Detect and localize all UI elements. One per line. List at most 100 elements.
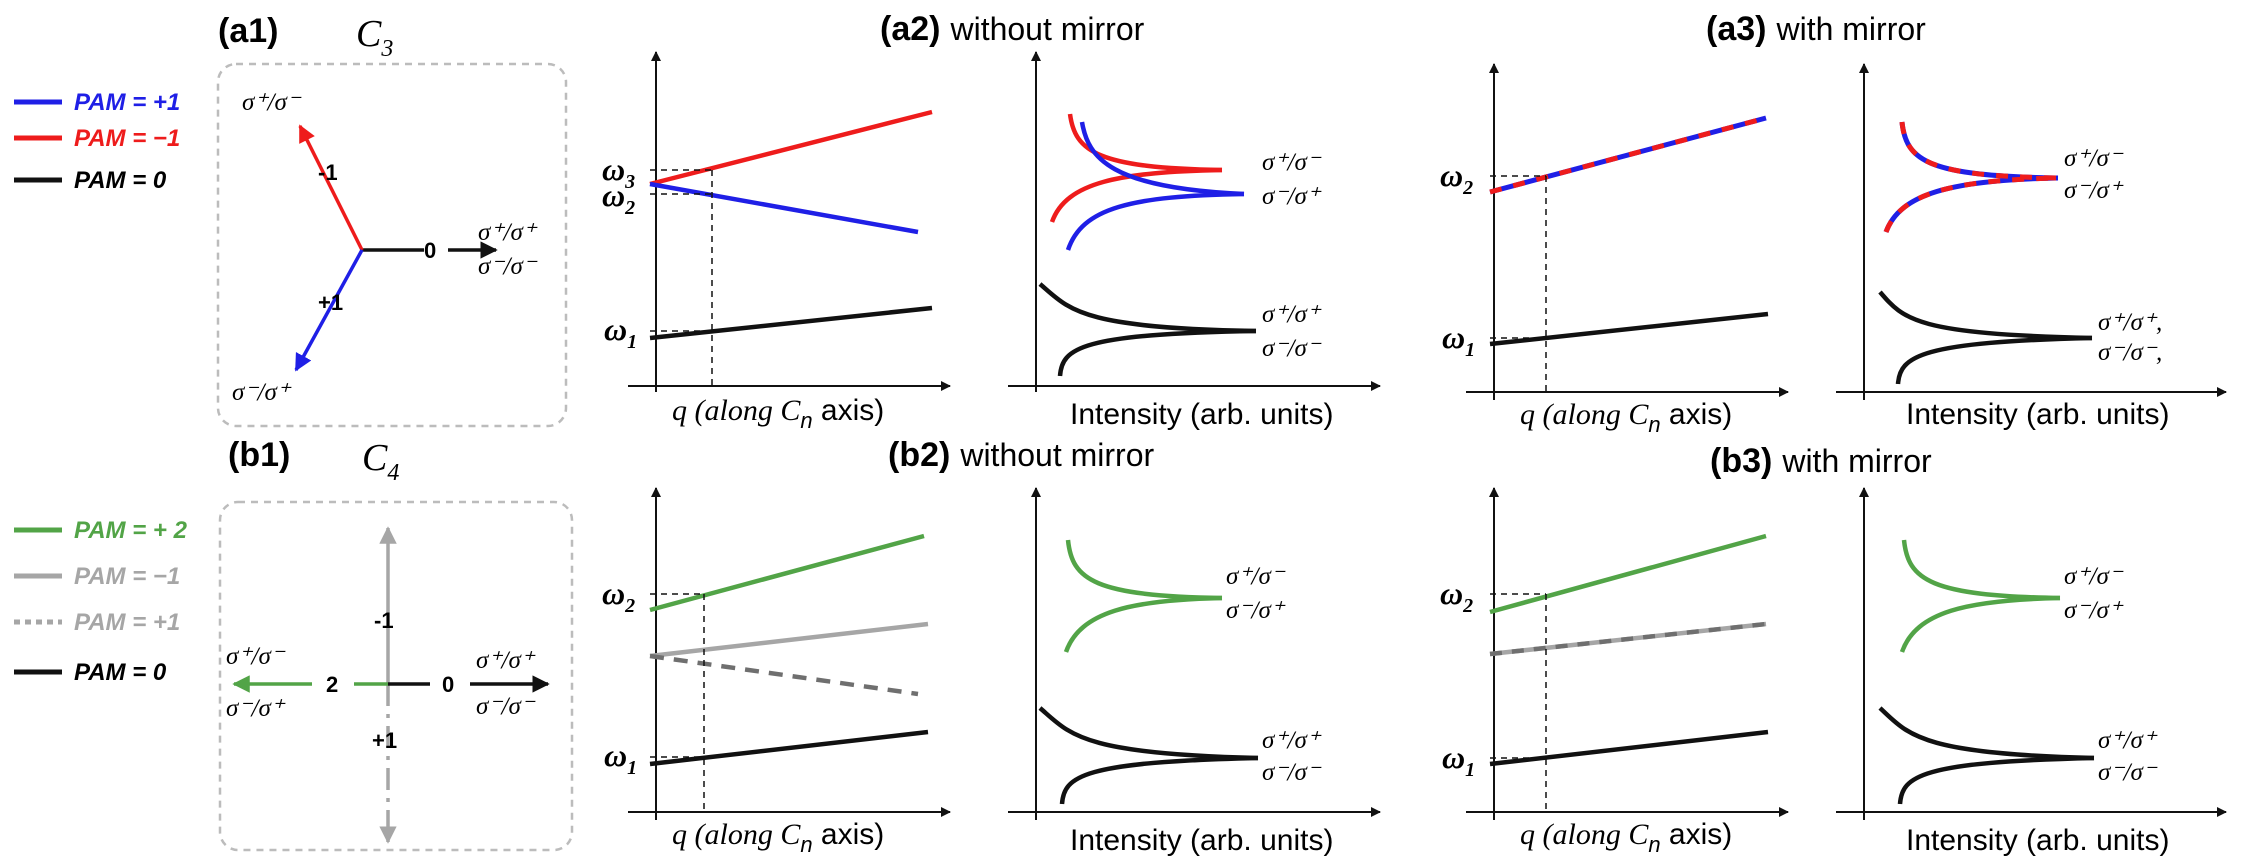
b2-branch-green [649,533,925,613]
b2-omega1-sub: 1 [627,757,637,779]
a3-omega2: ω2 [1440,157,1473,199]
b3-omega1-sym: ω [1442,739,1465,775]
c4-left-pol1: σ⁺/σ⁻ [226,643,286,670]
b3-disp-x-tail: axis) [1661,818,1733,851]
a2-pol-pp: σ⁺/σ⁺ [1262,301,1322,328]
a2-omega1-sub: 1 [627,331,637,353]
a2-pol-pm: σ⁺/σ⁻ [1262,149,1322,176]
panel-b2-heading: (b2) without mirror [888,436,1154,474]
b3-spec-x-label: Intensity (arb. units) [1906,824,2169,856]
c3-box [216,62,568,428]
b2-spec-x-label: Intensity (arb. units) [1070,824,1333,856]
panel-b2-title: without mirror [959,437,1154,473]
panel-a1-label: (a1) [218,12,278,50]
c4-label-minus1: -1 [374,608,394,633]
a2-omega2-sub: 2 [624,197,635,219]
a3-omega1-sym: ω [1442,319,1465,355]
b2-pol-mm: σ⁻/σ⁻ [1262,759,1322,786]
c3-symbol-sub: 3 [380,36,393,62]
c4-right-pol2: σ⁻/σ⁻ [476,693,536,720]
panel-b2-label: (b2) [888,436,950,474]
panel-b3-label: (b3) [1710,442,1772,480]
a2-omega1-sym: ω [604,311,627,347]
b2-pol-mp: σ⁻/σ⁺ [1226,597,1286,624]
c3-bottom-pol: σ⁻/σ⁺ [232,379,292,406]
panel-a2-title: without mirror [949,11,1144,47]
b2-branch-gray-dashed [649,653,919,697]
a2-disp-x-tail: axis) [813,394,885,427]
b3-peak-black-upper [1878,706,2095,761]
panel-b1: (b1) C4 -1 +1 0 2 σ⁺/σ⁻ σ⁻/σ⁺ σ⁺/σ⁺ σ⁻/σ… [218,436,574,852]
a2-pol-mp: σ⁻/σ⁺ [1262,183,1322,210]
b3-branch-black [1489,729,1769,767]
a2-branch-black [649,305,933,341]
c4-left-pol2: σ⁻/σ⁺ [226,695,286,722]
a2-omega2: ω2 [602,177,635,219]
b3-branch-gray-dashed [1489,621,1767,657]
b2-peak-black-upper [1038,706,1259,761]
b3-omega2-sub: 2 [1462,595,1473,617]
a3-peak-black-lower [1895,335,2093,385]
b3-pol-pm: σ⁺/σ⁻ [2064,563,2124,590]
b2-branch-black [649,729,929,767]
b2-disp-x-q: q (along C [672,818,801,851]
a3-pol-mp: σ⁻/σ⁺ [2064,177,2124,204]
a2-omega2-sym: ω [602,177,625,213]
a3-omega1-sub: 1 [1465,339,1475,361]
legend-b-text-2: PAM = −1 [74,563,180,590]
b2-pol-pm: σ⁺/σ⁻ [1226,563,1286,590]
a2-peak-blue-lower [1065,191,1245,251]
b2-disp-x-tail: axis) [813,818,885,851]
a2-peak-blue-upper [1079,121,1245,197]
panel-b3-title: with mirror [1781,443,1932,479]
legend-a-text-2: PAM = −1 [74,125,180,152]
a3-pol-pm: σ⁺/σ⁻ [2064,145,2124,172]
b2-branch-gray-solid [649,621,929,659]
a3-spec-x-label: Intensity (arb. units) [1906,398,2169,431]
b2-omega1-sym: ω [604,737,627,773]
c3-label-zero: 0 [424,238,436,263]
a3-peak-blue-upper [1899,121,2059,181]
a2-branch-red [649,109,933,187]
b2-peak-green-lower [1063,595,1223,653]
a3-pol-mm: σ⁻/σ⁻, [2098,339,2162,366]
c4-right-pol1: σ⁺/σ⁺ [476,647,536,674]
a2-disp-x-label: q (along Cn axis) [672,394,884,433]
c3-top-pol: σ⁺/σ⁻ [242,89,302,116]
panel-a3: (a3) with mirror q (along Cn axis) ω2 ω1 … [1440,10,2227,437]
a2-peak-black-lower [1057,328,1257,377]
b2-pol-pp: σ⁺/σ⁺ [1262,727,1322,754]
b3-omega1-sub: 1 [1465,759,1475,781]
legend-b-text-4: PAM = 0 [74,659,167,686]
c3-right-pol1: σ⁺/σ⁺ [478,219,538,246]
b2-disp-x-sub: n [800,832,812,856]
a2-branch-blue [649,181,919,235]
a3-disp-x-tail: axis) [1661,398,1733,431]
legend-a: PAM = +1 PAM = −1 PAM = 0 [14,89,180,194]
b3-peak-green-upper [1901,539,2061,601]
c4-symbol-letter: C [362,437,388,479]
b2-peak-green-upper [1065,539,1223,601]
b3-disp-x-q: q (along C [1520,818,1649,851]
a2-omega1: ω1 [604,311,637,353]
a2-peak-black-upper [1038,282,1257,334]
b3-disp-x-sub: n [1648,832,1660,856]
b2-omega2-sym: ω [602,575,625,611]
panel-a3-heading: (a3) with mirror [1706,10,1926,48]
b3-disp-x-label: q (along Cn axis) [1520,818,1732,856]
b2-omega2: ω2 [602,575,635,617]
panel-b1-label: (b1) [228,436,290,474]
a3-peak-red-upper [1899,121,2059,181]
b3-branch-green [1489,533,1767,615]
c4-box [218,500,574,852]
a3-peak-black-upper [1878,290,2093,341]
b3-peak-black-lower [1897,755,2095,805]
c3-arm-minus1 [298,124,364,251]
a3-disp-x-q: q (along C [1520,398,1649,431]
c4-label-two: 2 [326,672,338,697]
c4-label-plus1: +1 [372,728,397,753]
a2-peak-red-lower [1049,167,1223,223]
a3-disp-x-label: q (along Cn axis) [1520,398,1732,437]
panel-a2-heading: (a2) without mirror [880,10,1145,48]
a3-omega1: ω1 [1442,319,1475,361]
